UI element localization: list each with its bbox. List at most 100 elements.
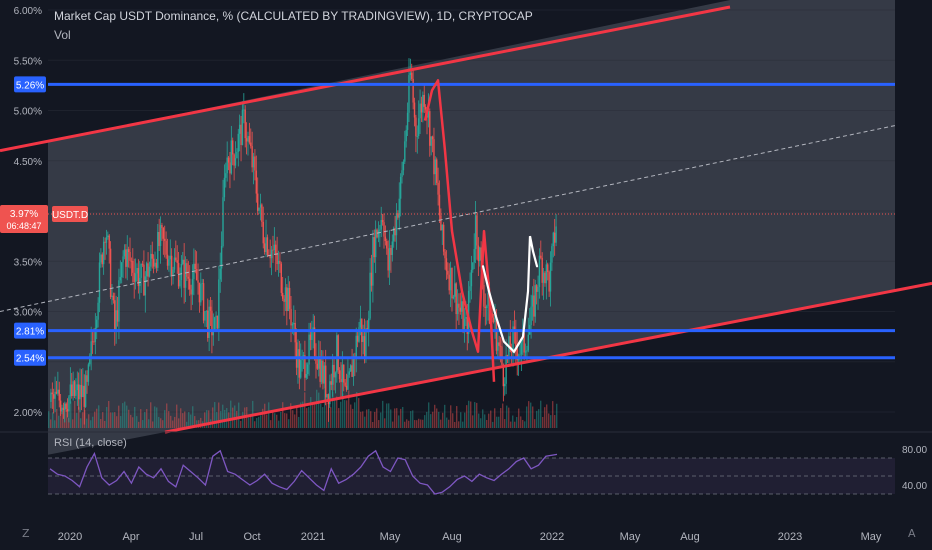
volume-bar bbox=[84, 409, 86, 428]
volume-bar bbox=[476, 402, 478, 428]
candle-body bbox=[195, 269, 198, 281]
candle-body bbox=[551, 246, 553, 263]
volume-bar bbox=[384, 418, 386, 428]
candle-body bbox=[187, 276, 190, 279]
candle-body bbox=[133, 272, 135, 282]
candle-body bbox=[291, 324, 294, 326]
volume-bar bbox=[426, 411, 428, 428]
candle-body bbox=[265, 237, 267, 253]
candle-body bbox=[416, 136, 418, 137]
volume-bar bbox=[94, 411, 96, 428]
candle-body bbox=[82, 385, 84, 398]
volume-bar bbox=[540, 400, 542, 428]
candle-body bbox=[519, 354, 521, 356]
candle-body bbox=[544, 272, 546, 284]
candle-body bbox=[401, 170, 403, 177]
candle-body bbox=[64, 403, 66, 411]
candle-body bbox=[283, 298, 285, 302]
volume-bar bbox=[422, 419, 424, 428]
volume-bar bbox=[508, 407, 510, 428]
volume-bar bbox=[166, 403, 168, 428]
volume-bar bbox=[342, 393, 344, 428]
volume-bar bbox=[284, 413, 286, 428]
candle-body bbox=[238, 124, 241, 134]
candle-body bbox=[437, 182, 439, 195]
candle-body bbox=[208, 306, 210, 338]
candle-body bbox=[234, 158, 237, 166]
candle-body bbox=[261, 204, 263, 222]
candle-body bbox=[312, 327, 314, 331]
volume-bar bbox=[512, 415, 514, 428]
candle-body bbox=[287, 287, 289, 312]
candle-body bbox=[290, 308, 292, 326]
volume-bar bbox=[498, 416, 500, 428]
volume-bar bbox=[206, 410, 208, 428]
candle-body bbox=[123, 249, 126, 257]
volume-bar bbox=[394, 408, 396, 428]
volume-bar bbox=[294, 414, 296, 428]
volume-bar bbox=[332, 391, 334, 428]
volume-bar bbox=[304, 392, 306, 428]
candle-body bbox=[147, 263, 149, 277]
volume-bar bbox=[76, 412, 78, 428]
candle-body bbox=[269, 255, 271, 259]
candle-body bbox=[173, 257, 176, 270]
volume-bar bbox=[410, 411, 412, 428]
candle-body bbox=[134, 273, 137, 282]
volume-bar bbox=[120, 416, 122, 428]
candle-body bbox=[105, 237, 108, 243]
price-label-group: 3.97%06:48:47 USDT.D bbox=[0, 205, 88, 234]
volume-bar bbox=[180, 408, 182, 428]
candle-body bbox=[86, 375, 88, 382]
candle-body bbox=[176, 260, 178, 264]
volume-bar bbox=[518, 408, 520, 428]
x-tick-label-6: Aug bbox=[442, 531, 462, 543]
candle-body bbox=[116, 310, 119, 322]
candle-body bbox=[452, 296, 455, 299]
candle-body bbox=[513, 326, 516, 331]
volume-bar bbox=[156, 407, 158, 428]
volume-bar bbox=[464, 412, 466, 428]
volume-bar bbox=[86, 418, 88, 428]
volume-bar bbox=[510, 421, 512, 428]
candle-body bbox=[277, 260, 280, 265]
volume-bar bbox=[250, 415, 252, 428]
x-tick-label-10: 2023 bbox=[778, 531, 802, 543]
candle-body bbox=[533, 295, 535, 317]
volume-bar bbox=[292, 410, 294, 428]
candle-body bbox=[202, 283, 205, 321]
candle-body bbox=[445, 258, 448, 271]
drawing-lines-group[interactable] bbox=[0, 5, 932, 434]
volume-bar bbox=[100, 419, 102, 428]
y-tick-label-3: 4.50% bbox=[14, 157, 42, 168]
candle-body bbox=[175, 257, 177, 261]
x-tick-label-2: Jul bbox=[189, 531, 203, 543]
volume-bar bbox=[128, 409, 130, 428]
candle-body bbox=[162, 228, 165, 239]
candle-body bbox=[326, 394, 328, 398]
volume-bar bbox=[280, 411, 282, 428]
timezone-z-icon[interactable]: Z bbox=[22, 527, 30, 540]
volume-bar bbox=[194, 416, 196, 428]
candle-body bbox=[329, 381, 331, 405]
candle-body bbox=[233, 154, 235, 166]
volume-bar bbox=[368, 409, 370, 428]
candle-body bbox=[373, 237, 375, 258]
y-tick-label-4: 3.50% bbox=[14, 257, 42, 268]
volume-bar bbox=[390, 409, 392, 428]
rsi-line bbox=[49, 449, 558, 495]
volume-bar bbox=[344, 400, 346, 428]
candle-body bbox=[90, 341, 92, 356]
candle-body bbox=[191, 279, 194, 295]
candle-body bbox=[484, 306, 486, 308]
candle-body bbox=[524, 351, 527, 353]
volume-bar bbox=[538, 409, 540, 428]
volume-bar bbox=[138, 421, 140, 428]
candle-body bbox=[545, 264, 548, 284]
y-tick-label-2: 5.00% bbox=[14, 107, 42, 118]
candle-body bbox=[143, 264, 145, 296]
candle-body bbox=[355, 335, 357, 360]
volume-bar bbox=[296, 405, 298, 428]
auto-scale-a-icon[interactable]: A bbox=[908, 527, 916, 540]
